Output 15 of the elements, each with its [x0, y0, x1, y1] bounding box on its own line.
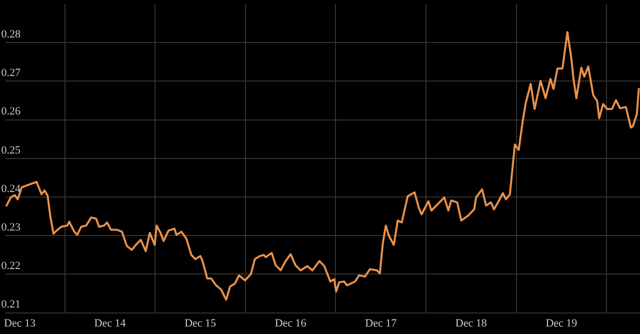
x-tick-label: Dec 17	[365, 317, 398, 330]
x-tick-label: Dec 18	[455, 317, 488, 330]
x-tick-label: Dec 15	[184, 317, 217, 330]
y-tick-label: 0.28	[1, 28, 22, 40]
x-tick-label: Dec 16	[274, 317, 307, 330]
y-tick-label: 0.23	[1, 221, 22, 234]
y-tick-label: 0.21	[1, 298, 21, 311]
y-tick-label: 0.24	[1, 182, 22, 195]
y-tick-label: 0.22	[1, 260, 21, 272]
y-tick-label: 0.26	[1, 106, 22, 118]
x-tick-label: Dec 14	[94, 317, 126, 330]
y-tick-label: 0.25	[1, 144, 22, 156]
x-tick-label: Dec 19	[546, 317, 578, 330]
x-tick-label: Dec 13	[4, 317, 36, 330]
y-tick-label: 0.27	[1, 67, 22, 80]
